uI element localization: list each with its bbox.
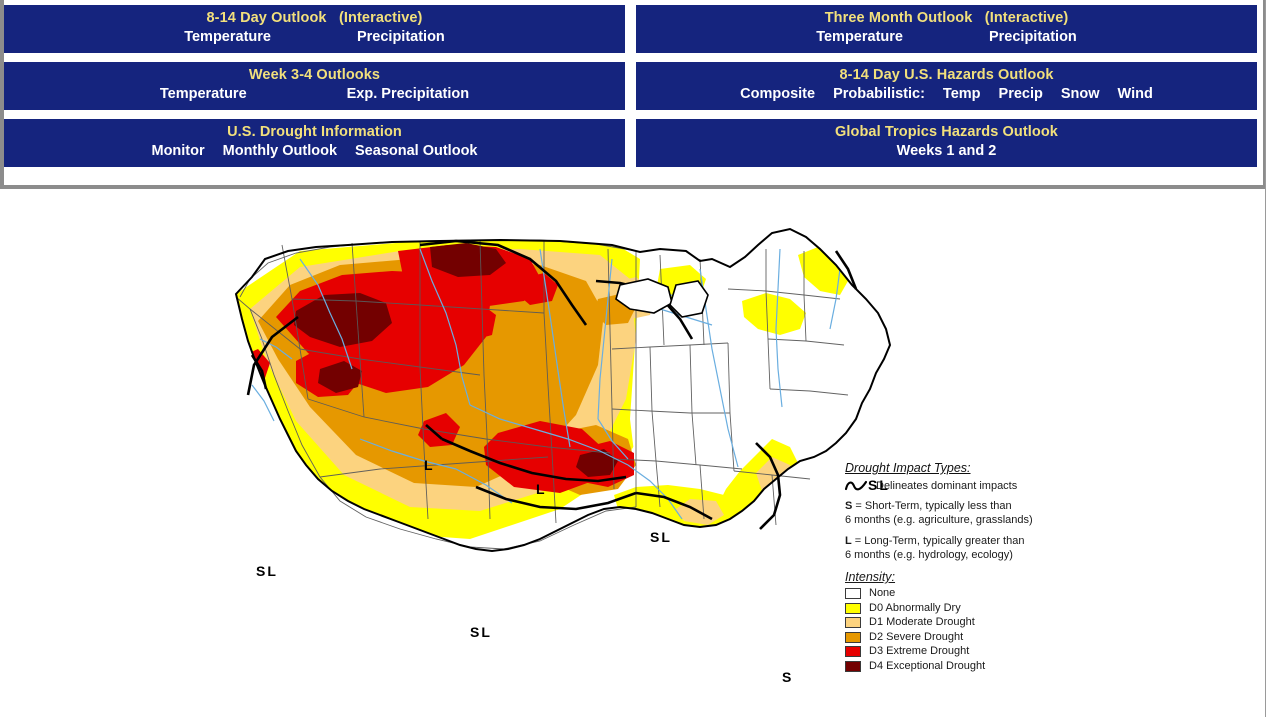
nav-panel-8-14-day-hazards-outlook[interactable]: 8-14 Day U.S. Hazards Outlook Composite … — [636, 62, 1257, 110]
nav-panel-links: Monitor Monthly Outlook Seasonal Outlook — [4, 142, 625, 161]
nav-table: 8-14 Day Outlook (Interactive) Temperatu… — [4, 5, 1263, 167]
drought-monitor-map-figure: U.S. Drought Monitor February 22, 2022 (… — [0, 189, 1266, 717]
nav-link-monthly-outlook[interactable]: Monthly Outlook — [222, 143, 338, 159]
legend-item-none: None — [845, 587, 1045, 601]
nav-link-temperature[interactable]: Temperature — [159, 86, 247, 102]
impact-label-L: L — [424, 457, 435, 473]
nav-panel-three-month-outlook[interactable]: Three Month Outlook (Interactive) Temper… — [636, 5, 1257, 53]
nav-link-monitor[interactable]: Monitor — [151, 143, 205, 159]
legend-item-d0: D0 Abnormally Dry — [845, 602, 1045, 616]
nav-link-temperature[interactable]: Temperature — [184, 29, 271, 45]
nav-panel-week-3-4-outlooks[interactable]: Week 3-4 Outlooks Temperature Exp. Preci… — [4, 62, 625, 110]
nav-link-temp[interactable]: Temp — [942, 86, 981, 102]
legend-short-term-desc: S = Short-Term, typically less than 6 mo… — [845, 500, 1045, 527]
nav-panel-title: 8-14 Day U.S. Hazards Outlook — [839, 67, 1054, 83]
legend-item-label: D4 Exceptional Drought — [869, 659, 986, 672]
legend-item-label: D0 Abnormally Dry — [869, 601, 961, 614]
us-drought-map — [0, 189, 1266, 717]
nav-panel-8-14-day-outlook[interactable]: 8-14 Day Outlook (Interactive) Temperatu… — [4, 5, 625, 53]
nav-row-3: U.S. Drought Information Monitor Monthly… — [4, 119, 1263, 167]
legend-delineates-label: Delineates dominant impacts — [876, 480, 1018, 492]
squiggle-icon — [845, 480, 867, 491]
legend-impact-types-heading: Drought Impact Types: — [845, 461, 971, 475]
legend-swatch — [845, 588, 861, 600]
impact-label-SL: SL — [650, 529, 672, 545]
legend-item-label: D2 Severe Drought — [869, 630, 964, 643]
legend-item-d3: D3 Extreme Drought — [845, 645, 1045, 659]
legend-swatch — [845, 646, 861, 658]
impact-label-S: S — [782, 669, 794, 685]
legend-swatch — [845, 617, 861, 629]
legend-item-label: None — [869, 587, 896, 599]
window-right-edge — [1265, 0, 1275, 717]
legend-long-term-line2: 6 months (e.g. hydrology, ecology) — [845, 548, 1013, 561]
legend-item-d4: D4 Exceptional Drought — [845, 660, 1045, 674]
nav-panel-links: Temperature Precipitation — [636, 28, 1257, 47]
impact-label-SL: SL — [868, 477, 890, 493]
impact-label-SL: SL — [256, 563, 278, 579]
nav-panel-links: Temperature Precipitation — [4, 28, 625, 47]
nav-link-wind[interactable]: Wind — [1117, 86, 1153, 102]
legend-short-term-line1: = Short-Term, typically less than — [852, 500, 1012, 512]
nav-label-probabilistic: Probabilistic: — [833, 86, 925, 102]
nav-row-2: Week 3-4 Outlooks Temperature Exp. Preci… — [4, 62, 1263, 110]
legend-item-label: D3 Extreme Drought — [869, 645, 970, 657]
legend-item-label: D1 Moderate Drought — [869, 616, 975, 628]
legend-short-term-key: S — [845, 500, 853, 512]
legend-long-term-desc: L = Long-Term, typically greater than 6 … — [845, 535, 1045, 562]
nav-panel-us-drought-information[interactable]: U.S. Drought Information Monitor Monthly… — [4, 119, 625, 167]
outlook-navigation-panel: 8-14 Day Outlook (Interactive) Temperatu… — [0, 0, 1266, 189]
legend-intensity-heading: Intensity: — [845, 570, 896, 584]
nav-title-text: Three Month Outlook — [824, 10, 973, 26]
nav-row-1: 8-14 Day Outlook (Interactive) Temperatu… — [4, 5, 1263, 53]
legend-swatch — [845, 660, 861, 672]
legend-delineates-row: Delineates dominant impacts — [845, 480, 1045, 492]
nav-panel-title: Three Month Outlook (Interactive) — [636, 9, 1257, 28]
nav-title-suffix: (Interactive) — [338, 10, 423, 26]
legend-long-term-key: L — [845, 535, 852, 547]
legend-swatch — [845, 631, 861, 643]
nav-panel-links: Composite Probabilistic: Temp Precip Sno… — [636, 85, 1257, 104]
impact-label-SL: SL — [470, 624, 492, 640]
nav-title-suffix: (Interactive) — [984, 10, 1069, 26]
nav-panel-links: Weeks 1 and 2 — [636, 142, 1257, 161]
nav-panel-links: Temperature Exp. Precipitation — [4, 85, 625, 104]
nav-panel-title: U.S. Drought Information — [227, 124, 402, 140]
nav-link-composite[interactable]: Composite — [740, 86, 816, 102]
impact-label-L: L — [536, 481, 547, 497]
legend-short-term-line2: 6 months (e.g. agriculture, grasslands) — [845, 513, 1033, 526]
nav-panel-global-tropics-hazards-outlook[interactable]: Global Tropics Hazards Outlook Weeks 1 a… — [636, 119, 1257, 167]
nav-panel-title: Week 3-4 Outlooks — [248, 67, 381, 83]
nav-link-snow[interactable]: Snow — [1060, 86, 1100, 102]
legend-swatch — [845, 602, 861, 614]
legend-item-d1: D1 Moderate Drought — [845, 616, 1045, 630]
nav-link-seasonal-outlook[interactable]: Seasonal Outlook — [355, 143, 478, 159]
nav-link-exp-precipitation[interactable]: Exp. Precipitation — [346, 86, 470, 102]
map-legend: Drought Impact Types: Delineates dominan… — [845, 461, 1045, 674]
nav-link-precipitation[interactable]: Precipitation — [988, 29, 1077, 45]
legend-item-d2: D2 Severe Drought — [845, 631, 1045, 645]
nav-link-temperature[interactable]: Temperature — [816, 29, 903, 45]
nav-link-weeks-1-and-2[interactable]: Weeks 1 and 2 — [896, 143, 997, 159]
nav-panel-title: 8-14 Day Outlook (Interactive) — [4, 9, 625, 28]
nav-link-precip[interactable]: Precip — [998, 86, 1043, 102]
nav-panel-title: Global Tropics Hazards Outlook — [835, 124, 1058, 140]
nav-title-text: 8-14 Day Outlook — [206, 10, 327, 26]
nav-link-precipitation[interactable]: Precipitation — [356, 29, 445, 45]
legend-long-term-line1: = Long-Term, typically greater than — [851, 535, 1025, 547]
